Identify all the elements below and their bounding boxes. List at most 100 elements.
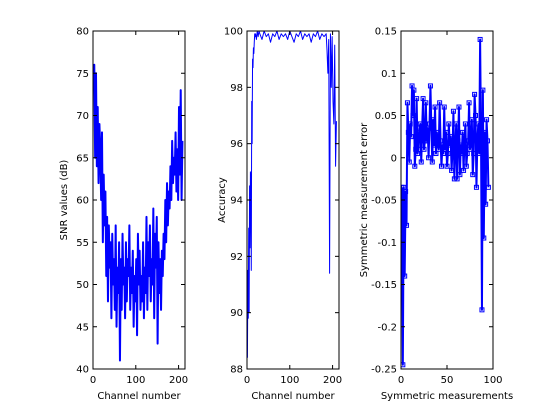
data-point-marker [402, 273, 408, 279]
data-layer [93, 63, 184, 362]
data-point-marker [449, 167, 455, 173]
data-point-marker [408, 134, 414, 140]
data-point-marker [448, 134, 454, 140]
data-point-marker [466, 100, 472, 106]
data-point-marker [477, 36, 483, 42]
y-tick-label: -0.1 [377, 238, 397, 249]
x-tick-label: 0 [90, 375, 96, 386]
data-point-marker [436, 146, 442, 152]
data-point-marker [406, 159, 412, 165]
y-tick-label: 90 [230, 308, 243, 319]
data-point-marker [484, 138, 490, 144]
y-tick-label: 55 [76, 238, 89, 249]
x-axis-label: Channel number [251, 391, 335, 402]
data-point-marker [483, 201, 489, 207]
y-tick-label: 92 [230, 252, 243, 263]
y-tick-label: 96 [230, 139, 243, 150]
y-tick-label: 98 [230, 83, 243, 94]
data-point-marker [472, 91, 478, 97]
data-point-marker [411, 87, 417, 93]
data-point-marker [441, 104, 447, 110]
data-point-marker [433, 151, 439, 157]
data-point-marker [437, 100, 443, 106]
data-point-marker [427, 83, 433, 89]
data-point-marker [457, 172, 463, 178]
series-line [93, 63, 184, 362]
data-layer [401, 36, 491, 368]
data-point-marker [454, 176, 460, 182]
y-tick-label: 70 [76, 111, 89, 122]
y-tick-label: -0.15 [371, 280, 397, 291]
y-tick-label: 100 [224, 27, 243, 38]
y-axis-label: SNR values (dB) [59, 160, 70, 241]
data-point-marker [419, 125, 425, 131]
plot-area [247, 31, 339, 369]
data-point-marker [473, 184, 479, 190]
data-point-marker [445, 151, 451, 157]
y-axis-label: Accuracy [217, 177, 228, 223]
data-point-marker [410, 113, 416, 118]
data-point-marker [404, 222, 410, 228]
x-axis-label: Symmetric measurements [381, 391, 513, 402]
data-point-marker [434, 129, 440, 135]
y-tick-label: 40 [76, 365, 89, 376]
data-point-marker [481, 235, 487, 241]
data-point-marker [453, 121, 459, 127]
x-tick-label: 50 [441, 375, 454, 386]
data-point-marker [478, 138, 484, 144]
data-point-marker [460, 129, 466, 135]
y-tick-label: -0.25 [371, 365, 397, 376]
data-point-marker [473, 113, 479, 118]
data-point-marker [439, 142, 445, 148]
y-tick-label: 75 [76, 69, 89, 80]
x-tick-label: 100 [280, 375, 299, 386]
data-point-marker [438, 163, 444, 169]
snr-subplot: 0 100 200 40 45 50 55 60 65 70 75 80 Channel number S… [59, 27, 188, 403]
data-point-marker [421, 146, 427, 152]
data-point-marker [429, 159, 435, 165]
data-point-marker [468, 138, 474, 144]
data-point-marker [456, 104, 462, 110]
data-point-marker [430, 117, 436, 123]
x-axis-label: Channel number [97, 391, 181, 402]
data-point-marker [467, 146, 473, 152]
x-tick-label: 200 [169, 375, 188, 386]
data-point-marker [471, 151, 477, 157]
data-point-marker [412, 163, 418, 169]
data-point-marker [444, 163, 450, 169]
series-line [247, 31, 337, 358]
data-point-marker [484, 117, 490, 123]
data-point-marker [469, 117, 475, 123]
x-tick-label: 100 [126, 375, 145, 386]
data-point-marker [415, 146, 421, 152]
y-tick-label: -0.05 [371, 196, 397, 207]
data-point-marker [464, 151, 470, 157]
data-point-marker [446, 121, 452, 127]
y-tick-label: 60 [76, 196, 89, 207]
y-tick-label: 0.1 [381, 69, 397, 80]
y-tick-label: 45 [76, 322, 89, 333]
data-point-marker [426, 155, 432, 161]
data-point-marker [485, 184, 491, 190]
y-tick-label: 0.15 [375, 27, 397, 38]
y-tick-label: 88 [230, 365, 243, 376]
data-point-marker [447, 142, 453, 148]
data-point-marker [405, 129, 411, 135]
symmetric-error-subplot: 0 50 100 -0.25 -0.2 -0.15 -0.1 -0.05 0 0.05 0.1 0.1… [359, 27, 513, 403]
data-point-marker [442, 146, 448, 152]
accuracy-subplot: 0 100 200 88 90 92 94 96 98 100 Channel number Accu… [217, 27, 342, 403]
data-point-marker [482, 129, 488, 135]
data-point-marker [424, 138, 430, 144]
data-point-marker [420, 96, 426, 102]
y-tick-label: 0.05 [375, 111, 397, 122]
y-tick-label: 50 [76, 280, 89, 291]
data-point-marker [450, 146, 456, 152]
series-line [401, 38, 490, 366]
y-tick-label: 0 [391, 153, 397, 164]
y-tick-label: -0.2 [377, 322, 397, 333]
x-tick-label: 100 [483, 375, 502, 386]
data-point-marker [451, 176, 457, 182]
data-point-marker [418, 159, 424, 165]
data-point-marker [428, 125, 434, 131]
